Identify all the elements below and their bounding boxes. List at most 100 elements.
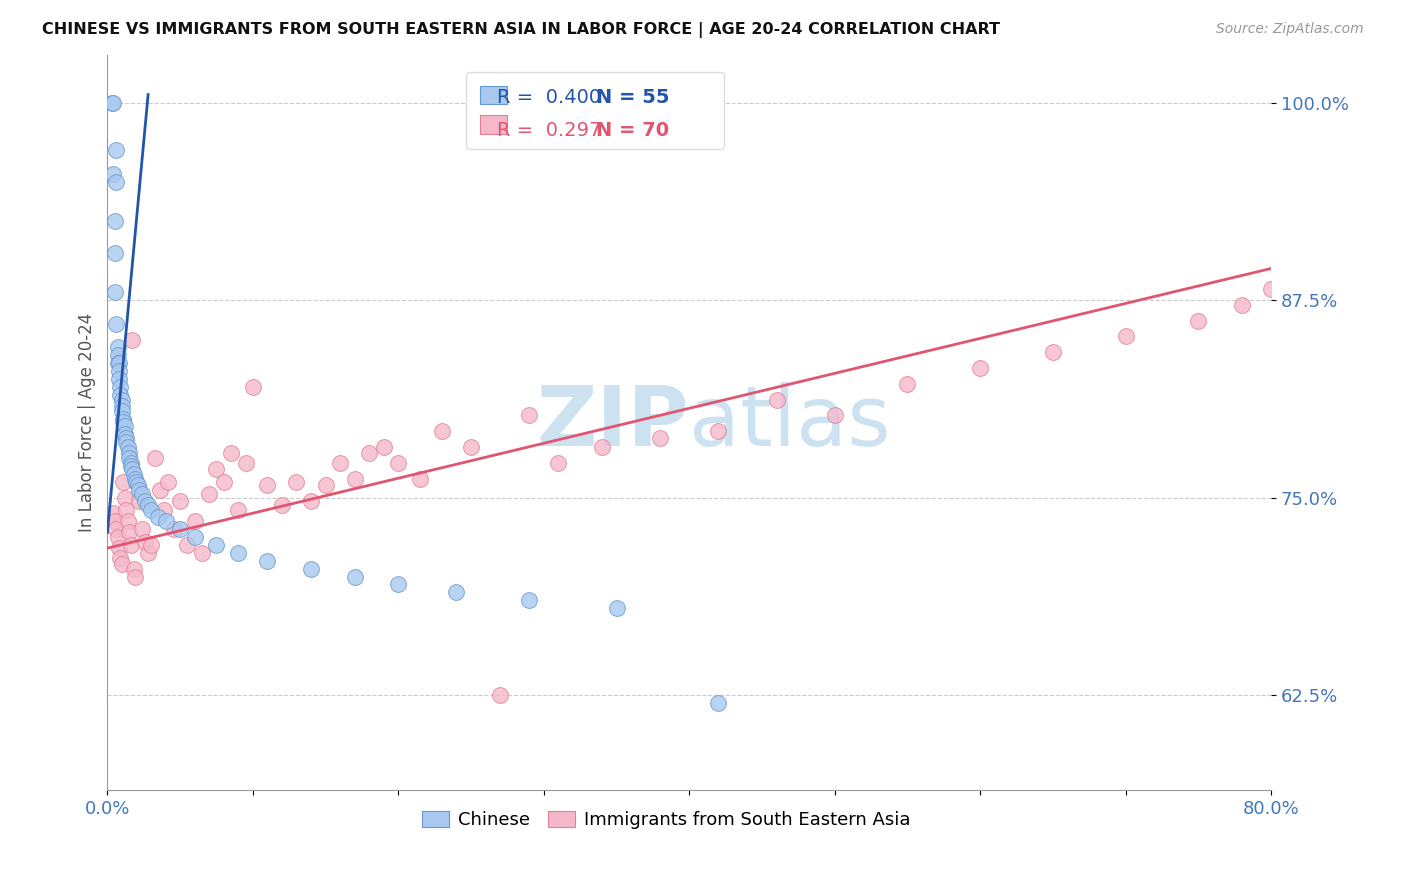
Point	[112, 415, 135, 429]
Text: ZIP: ZIP	[537, 382, 689, 463]
Point	[121, 333, 143, 347]
Point	[103, 95, 125, 110]
Text: CHINESE VS IMMIGRANTS FROM SOUTH EASTERN ASIA IN LABOR FORCE | AGE 20-24 CORRELA: CHINESE VS IMMIGRANTS FROM SOUTH EASTERN…	[42, 22, 1000, 38]
Point	[103, 167, 125, 181]
Point	[104, 514, 127, 528]
Point	[114, 427, 136, 442]
Point	[1303, 237, 1326, 252]
Point	[315, 478, 337, 492]
Point	[205, 462, 228, 476]
Point	[115, 431, 138, 445]
Point	[591, 440, 613, 454]
Point	[120, 458, 142, 473]
Point	[446, 585, 468, 599]
Point	[707, 696, 730, 710]
Point	[969, 361, 991, 376]
Point	[605, 601, 627, 615]
Point	[1289, 253, 1312, 268]
Point	[149, 483, 172, 497]
Point	[896, 376, 918, 391]
Point	[115, 503, 138, 517]
Point	[139, 538, 162, 552]
Point	[120, 538, 142, 552]
Point	[111, 403, 134, 417]
Point	[108, 541, 131, 556]
Point	[387, 456, 409, 470]
Point	[460, 440, 482, 454]
Point	[105, 522, 128, 536]
Point	[765, 392, 787, 407]
Point	[120, 456, 142, 470]
Point	[128, 493, 150, 508]
Point	[111, 557, 134, 571]
Point	[107, 530, 129, 544]
Point	[127, 478, 149, 492]
Point	[285, 475, 308, 489]
Point	[1260, 282, 1282, 296]
Point	[242, 380, 264, 394]
Point	[118, 451, 141, 466]
Point	[145, 451, 167, 466]
Point	[107, 341, 129, 355]
Point	[163, 522, 186, 536]
Point	[256, 478, 278, 492]
Point	[176, 538, 198, 552]
Point	[115, 435, 138, 450]
Point	[148, 509, 170, 524]
Point	[824, 409, 846, 423]
Point	[1230, 298, 1253, 312]
Point	[329, 456, 352, 470]
Point	[299, 493, 322, 508]
Point	[122, 467, 145, 481]
Point	[256, 554, 278, 568]
Point	[153, 503, 176, 517]
Point	[343, 569, 366, 583]
Point	[299, 562, 322, 576]
Point	[105, 317, 128, 331]
Point	[1317, 317, 1340, 331]
Point	[118, 525, 141, 540]
Point	[136, 499, 159, 513]
Point	[198, 487, 221, 501]
Point	[183, 530, 205, 544]
Point	[110, 388, 132, 402]
Point	[1274, 266, 1296, 280]
Point	[547, 456, 569, 470]
Point	[271, 499, 294, 513]
Text: R =  0.297: R = 0.297	[498, 120, 602, 139]
Point	[100, 95, 122, 110]
Point	[111, 392, 134, 407]
Point	[105, 175, 128, 189]
Point	[169, 493, 191, 508]
Point	[707, 424, 730, 438]
Point	[212, 475, 235, 489]
Point	[107, 348, 129, 362]
Point	[118, 446, 141, 460]
Point	[169, 522, 191, 536]
Point	[134, 534, 156, 549]
Point	[108, 364, 131, 378]
Point	[125, 475, 148, 489]
Point	[131, 522, 153, 536]
Point	[136, 546, 159, 560]
Text: atlas: atlas	[689, 382, 891, 463]
Point	[205, 538, 228, 552]
Point	[122, 562, 145, 576]
Point	[430, 424, 453, 438]
Point	[128, 483, 150, 497]
Text: N = 70: N = 70	[596, 120, 669, 139]
Point	[387, 577, 409, 591]
Point	[489, 688, 512, 702]
Point	[219, 446, 242, 460]
Point	[124, 569, 146, 583]
Point	[112, 411, 135, 425]
Y-axis label: In Labor Force | Age 20-24: In Labor Force | Age 20-24	[79, 313, 96, 533]
Point	[125, 475, 148, 489]
Point	[110, 380, 132, 394]
Point	[104, 285, 127, 300]
Point	[105, 143, 128, 157]
Point	[1042, 345, 1064, 359]
Point	[104, 214, 127, 228]
Point	[139, 503, 162, 517]
Point	[1187, 313, 1209, 327]
